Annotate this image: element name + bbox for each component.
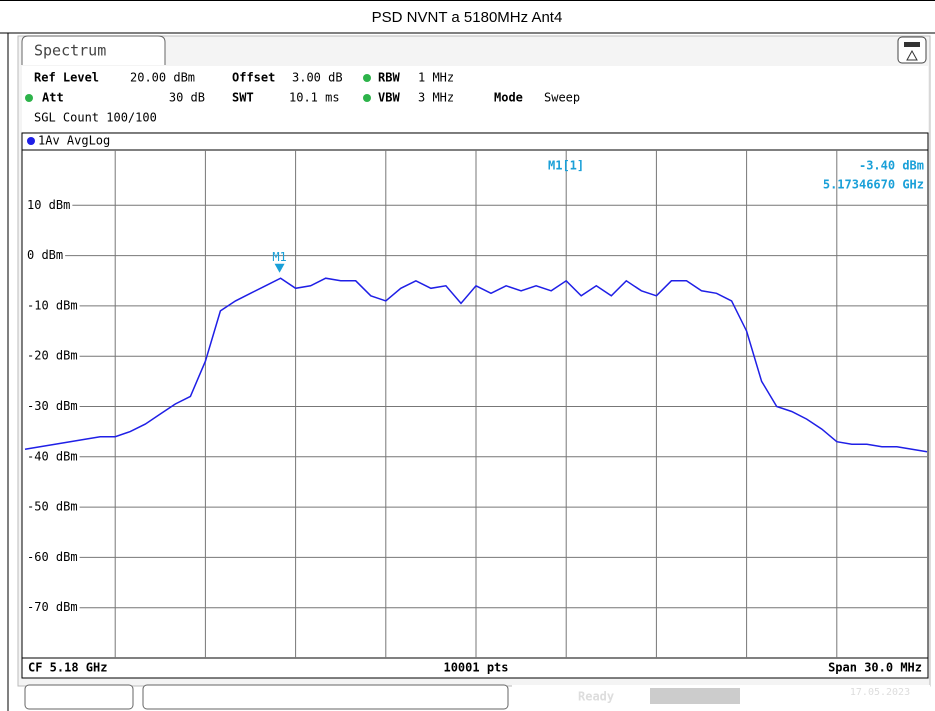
trace xyxy=(24,277,928,453)
header-label: SWT xyxy=(232,91,254,105)
plot-frame xyxy=(21,132,929,679)
footer-center: 10001 pts xyxy=(443,661,508,675)
y-tick-label: 10 dBm xyxy=(27,198,70,212)
tab-label[interactable]: Spectrum xyxy=(34,42,106,60)
marker xyxy=(274,263,285,273)
sweep-count: SGL Count 100/100 xyxy=(34,111,157,125)
y-tick-label: -60 dBm xyxy=(27,550,78,564)
footer-left: CF 5.18 GHz xyxy=(28,661,107,675)
header-label: Ref Level xyxy=(34,71,99,85)
status-state: Ready xyxy=(578,690,614,704)
y-tick-label: -30 dBm xyxy=(27,399,78,413)
header-value: 3 MHz xyxy=(418,91,454,105)
header-value: Sweep xyxy=(544,91,580,105)
tab[interactable] xyxy=(21,35,166,65)
header-value: 30 dB xyxy=(169,91,205,105)
marker-label: M1 xyxy=(272,250,286,264)
progress-bar xyxy=(650,688,740,704)
footer-right: Span 30.0 MHz xyxy=(828,661,922,675)
header-label: RBW xyxy=(378,71,400,85)
trace-dot xyxy=(27,137,35,145)
header-value: 20.00 dBm xyxy=(130,71,195,85)
header-value: 3.00 dB xyxy=(292,71,343,85)
header-label: Mode xyxy=(494,91,523,105)
status-date: 17.05.2023 xyxy=(850,687,910,698)
header-label: Offset xyxy=(232,71,275,85)
marker-readout-value: -3.40 dBm xyxy=(859,159,924,173)
y-tick-label: 0 dBm xyxy=(27,248,63,262)
trace-label: 1Av AvgLog xyxy=(38,134,110,148)
marker-readout-label: M1[1] xyxy=(548,159,584,173)
status-dot xyxy=(25,94,33,102)
y-tick-label: -40 dBm xyxy=(27,449,78,463)
y-tick-label: -70 dBm xyxy=(27,600,78,614)
marker-readout-x: 5.17346670 GHz xyxy=(823,178,924,192)
status-dot xyxy=(363,74,371,82)
header-label: VBW xyxy=(378,91,400,105)
input-field[interactable] xyxy=(142,684,509,710)
icon xyxy=(904,42,920,47)
header-area xyxy=(22,66,928,132)
status-dot xyxy=(363,94,371,102)
icon xyxy=(906,49,918,61)
y-tick-label: -50 dBm xyxy=(27,500,78,514)
page-title: PSD NVNT a 5180MHz Ant4 xyxy=(372,9,563,26)
y-tick-label: -10 dBm xyxy=(27,298,78,312)
y-tick-label: -20 dBm xyxy=(27,349,78,363)
header-value: 10.1 ms xyxy=(289,91,340,105)
softkey[interactable] xyxy=(24,684,134,710)
header-value: 1 MHz xyxy=(418,71,454,85)
header-label: Att xyxy=(42,91,64,105)
